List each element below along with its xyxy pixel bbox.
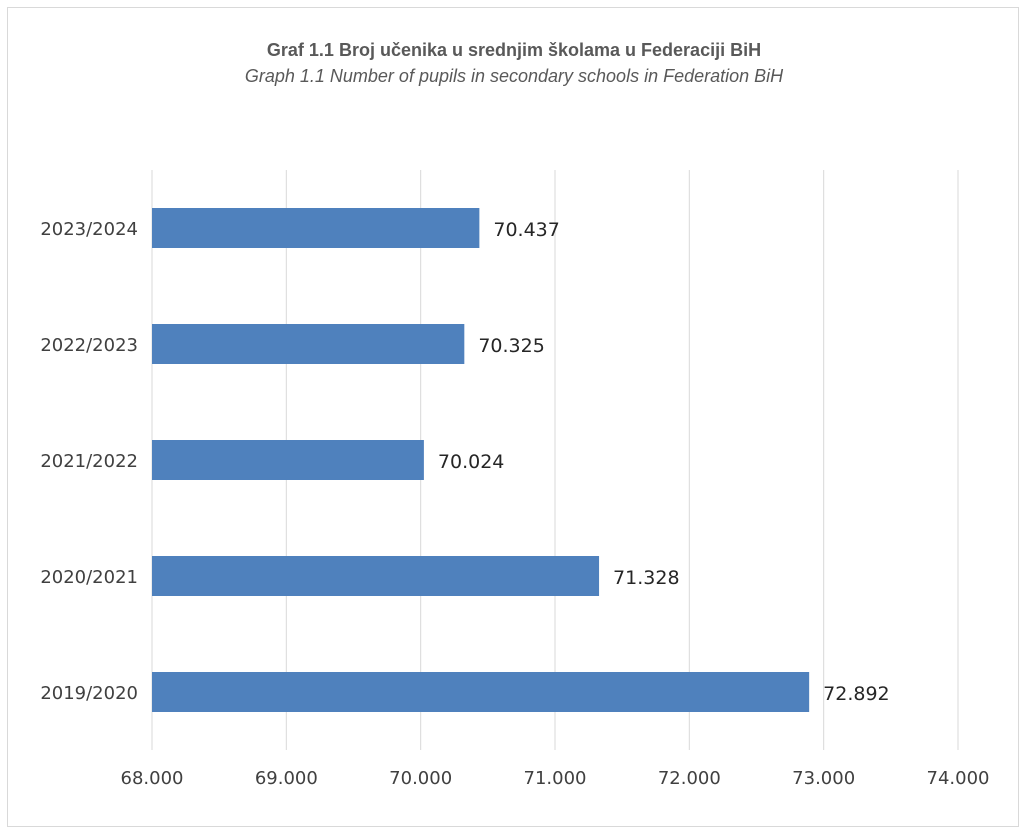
bar <box>152 440 424 480</box>
x-tick-label: 70.000 <box>389 768 452 789</box>
data-label: 71.328 <box>613 567 679 589</box>
data-label: 70.437 <box>493 219 559 241</box>
y-category-label: 2023/2024 <box>40 219 138 240</box>
y-category-label: 2021/2022 <box>40 451 138 472</box>
data-label: 70.024 <box>438 451 504 473</box>
bar <box>152 672 810 712</box>
y-category-label: 2020/2021 <box>40 567 138 588</box>
y-category-label: 2022/2023 <box>40 335 138 356</box>
bar <box>152 324 465 364</box>
bar <box>152 556 600 596</box>
data-label: 72.892 <box>823 683 889 705</box>
data-label: 70.325 <box>478 335 544 357</box>
x-tick-label: 73.000 <box>792 768 855 789</box>
x-tick-label: 74.000 <box>927 768 990 789</box>
x-tick-label: 72.000 <box>658 768 721 789</box>
chart-title: Graf 1.1 Broj učenika u srednjim školama… <box>266 40 762 60</box>
chart-subtitle: Graph 1.1 Number of pupils in secondary … <box>244 66 784 86</box>
x-tick-label: 69.000 <box>255 768 318 789</box>
x-tick-label: 71.000 <box>524 768 587 789</box>
y-category-label: 2019/2020 <box>40 683 138 704</box>
bar <box>152 208 480 248</box>
x-tick-label: 68.000 <box>121 768 184 789</box>
